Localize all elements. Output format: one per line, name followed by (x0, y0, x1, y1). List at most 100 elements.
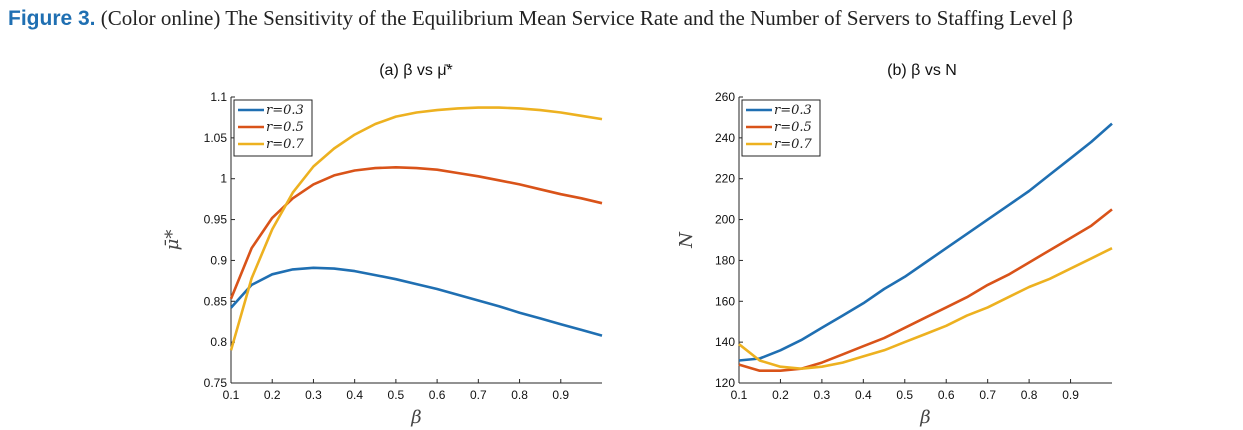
figure-caption-text: (Color online) The Sensitivity of the Eq… (100, 6, 1073, 30)
data-point (945, 325, 947, 327)
data-point (457, 172, 459, 174)
x-tick-label: 0.3 (814, 388, 831, 402)
data-point (312, 267, 314, 269)
data-point (1028, 286, 1030, 288)
data-point (966, 296, 968, 298)
data-point (779, 370, 781, 372)
legend-label: r=0.5 (266, 120, 304, 135)
data-point (251, 277, 253, 279)
y-tick-label: 120 (715, 376, 735, 390)
data-point (416, 283, 418, 285)
data-point (395, 116, 397, 118)
data-point (925, 333, 927, 335)
x-tick-label: 0.7 (979, 388, 996, 402)
data-point (904, 327, 906, 329)
data-point (354, 270, 356, 272)
legend-label: r=0.3 (266, 103, 304, 118)
data-point (987, 306, 989, 308)
data-point (1070, 237, 1072, 239)
data-point (945, 247, 947, 249)
data-point (477, 175, 479, 177)
data-point (251, 247, 253, 249)
data-point (862, 302, 864, 304)
data-point (800, 368, 802, 370)
series-line-r-0.7 (738, 247, 1113, 371)
data-point (1070, 157, 1072, 159)
data-point (354, 134, 356, 136)
x-tick-label: 0.8 (511, 388, 528, 402)
data-point (230, 298, 232, 300)
data-point (395, 278, 397, 280)
data-point (925, 317, 927, 319)
y-tick-label: 1.1 (210, 90, 227, 104)
data-point (539, 188, 541, 190)
data-point (1007, 296, 1009, 298)
x-axis-label: β (410, 407, 421, 428)
data-point (436, 169, 438, 171)
data-point (416, 112, 418, 114)
data-point (842, 362, 844, 364)
data-point (800, 339, 802, 341)
data-point (1049, 249, 1051, 251)
data-point (1007, 204, 1009, 206)
x-tick-label: 0.5 (388, 388, 405, 402)
data-point (374, 274, 376, 276)
data-point (987, 219, 989, 221)
data-point (904, 276, 906, 278)
data-point (580, 197, 582, 199)
x-axis-label: β (919, 407, 930, 428)
data-point (354, 170, 356, 172)
data-point (1070, 268, 1072, 270)
y-tick-label: 0.95 (204, 213, 228, 227)
series-line-r-0.3 (738, 122, 1113, 362)
legend: r=0.3 r=0.5 r=0.7 (233, 99, 313, 157)
data-point (1049, 174, 1051, 176)
data-point (498, 305, 500, 307)
data-point (862, 345, 864, 347)
series-line-r-0.5 (738, 208, 1113, 373)
y-tick-label: 220 (715, 172, 735, 186)
x-tick-label: 0.1 (731, 388, 748, 402)
y-tick-label: 0.75 (204, 376, 228, 390)
data-point (580, 115, 582, 117)
x-tick-label: 0.6 (938, 388, 955, 402)
y-tick-label: 1 (220, 172, 227, 186)
data-point (498, 179, 500, 181)
data-point (842, 353, 844, 355)
data-point (1111, 208, 1113, 210)
data-point (395, 166, 397, 168)
data-point (271, 273, 273, 275)
x-tick-label: 0.7 (470, 388, 487, 402)
x-tick-label: 0.9 (552, 388, 569, 402)
data-point (601, 118, 603, 120)
data-point (436, 109, 438, 111)
data-point (312, 165, 314, 167)
data-point (333, 147, 335, 149)
chart-title: (b) β vs N (887, 62, 957, 79)
y-tick-label: 140 (715, 335, 735, 349)
x-tick-label: 0.9 (1062, 388, 1079, 402)
y-tick-label: 0.85 (204, 294, 228, 308)
x-tick-label: 0.3 (305, 388, 322, 402)
data-point (477, 299, 479, 301)
y-tick-label: 0.9 (210, 253, 227, 267)
x-tick-label: 0.5 (896, 388, 913, 402)
data-point (374, 167, 376, 169)
data-point (560, 193, 562, 195)
x-tick-label: 0.8 (1021, 388, 1038, 402)
data-point (966, 233, 968, 235)
data-point (821, 362, 823, 364)
data-point (966, 315, 968, 317)
data-point (292, 268, 294, 270)
data-point (883, 288, 885, 290)
y-tick-label: 260 (715, 90, 735, 104)
data-point (436, 288, 438, 290)
series-line-r-0.7 (229, 106, 603, 351)
y-tick-label: 240 (715, 131, 735, 145)
data-point (862, 355, 864, 357)
data-point (738, 364, 740, 366)
data-point (738, 343, 740, 345)
data-point (1028, 190, 1030, 192)
series-line-r-0.5 (229, 166, 603, 300)
legend-label: r=0.5 (774, 120, 812, 135)
